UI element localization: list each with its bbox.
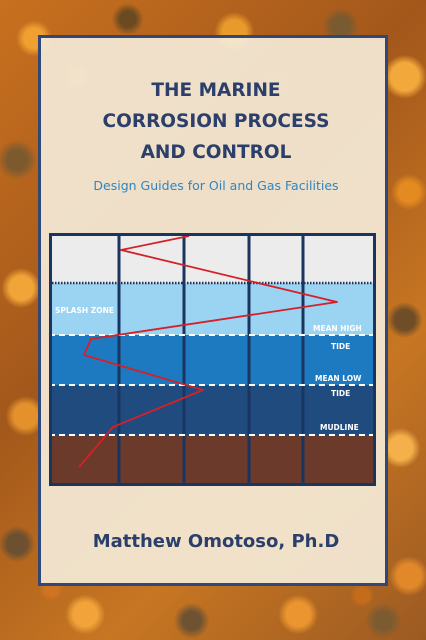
submerged-zone [49, 385, 376, 435]
title-line-1: THE MARINE [151, 80, 281, 101]
mean-low-tide-label: TIDE [331, 389, 350, 398]
author-name: Matthew Omotoso, Ph.D [92, 531, 340, 552]
tide-lines [49, 334, 376, 436]
splash-zone [49, 283, 376, 335]
atmospheric-zone [49, 233, 376, 283]
mean-low-label: MEAN LOW [315, 374, 362, 383]
subtitle: Design Guides for Oil and Gas Facilities [93, 178, 339, 193]
pile-grid [117, 233, 305, 486]
diagram-frame [49, 233, 376, 486]
splash-zone-label: SPLASH ZONE [55, 306, 114, 315]
mud-zone [49, 435, 376, 486]
title-line-2: CORROSION PROCESS [102, 111, 330, 132]
mudline-label: MUDLINE [320, 423, 359, 432]
title-line-3: AND CONTROL [140, 142, 292, 163]
corrosion-rate-curve [78, 235, 338, 468]
mean-high-tide-label: TIDE [331, 342, 350, 351]
mean-high-label: MEAN HIGH [313, 324, 362, 333]
corrosion-zone-diagram: SPLASH ZONE MEAN HIGH TIDE MEAN LOW TIDE… [49, 233, 376, 486]
